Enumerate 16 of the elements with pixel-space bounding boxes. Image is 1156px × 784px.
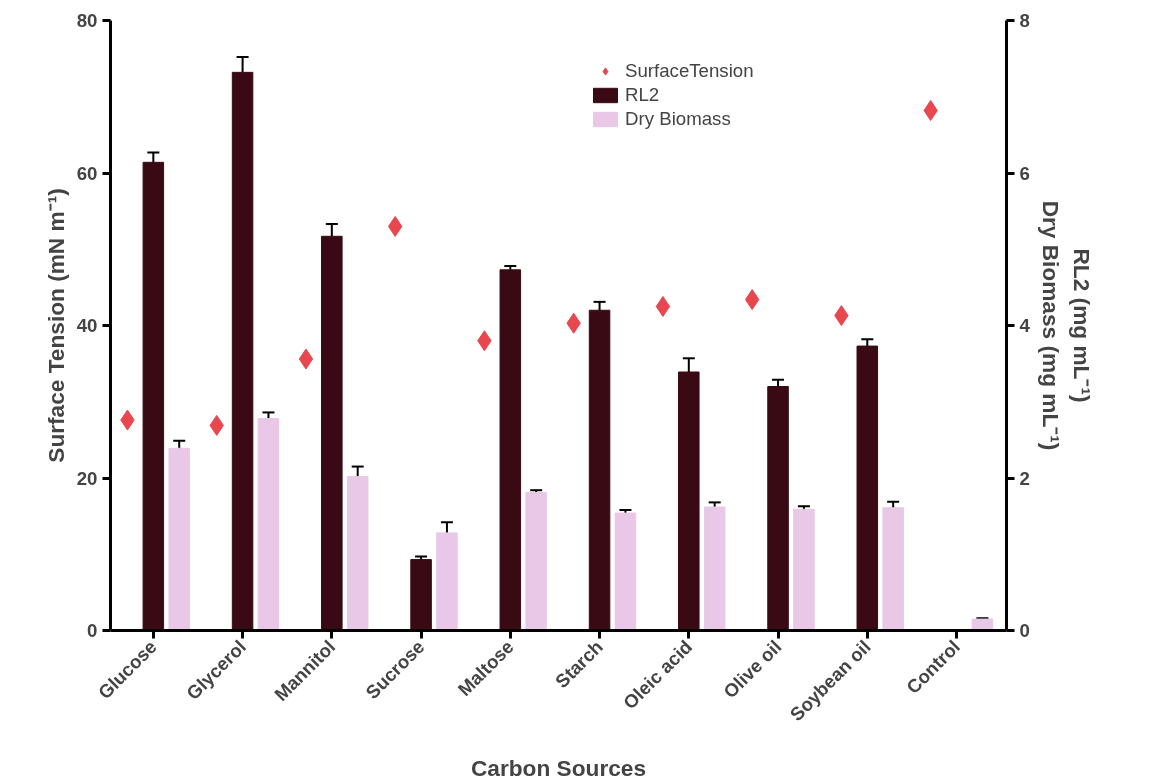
y2-tick-label: 2 <box>1019 467 1030 489</box>
legend-label: RL2 <box>625 84 660 106</box>
y-tick-label: 40 <box>76 315 98 336</box>
y-axis-title: Surface Tension (mN m⁻¹) <box>42 188 69 463</box>
y2-tick-label: 0 <box>1019 620 1030 641</box>
y2-tick-label: 4 <box>1019 315 1031 336</box>
y2-tick-label: 8 <box>1019 10 1030 31</box>
y2-axis-title: RL2 (mg mL⁻¹) Dry Biomass (mg mL⁻¹) <box>1037 200 1096 451</box>
legend-label: Dry Biomass <box>625 108 731 130</box>
y-tick-label: 60 <box>76 162 98 184</box>
y-tick-label: 80 <box>76 10 98 31</box>
y-tick-label: 0 <box>87 620 98 641</box>
y2-tick-label: 6 <box>1019 162 1030 184</box>
legend-label: SurfaceTension <box>625 60 754 82</box>
x-axis-title: Carbon Sources <box>471 755 646 782</box>
y-tick-label: 20 <box>76 467 98 489</box>
